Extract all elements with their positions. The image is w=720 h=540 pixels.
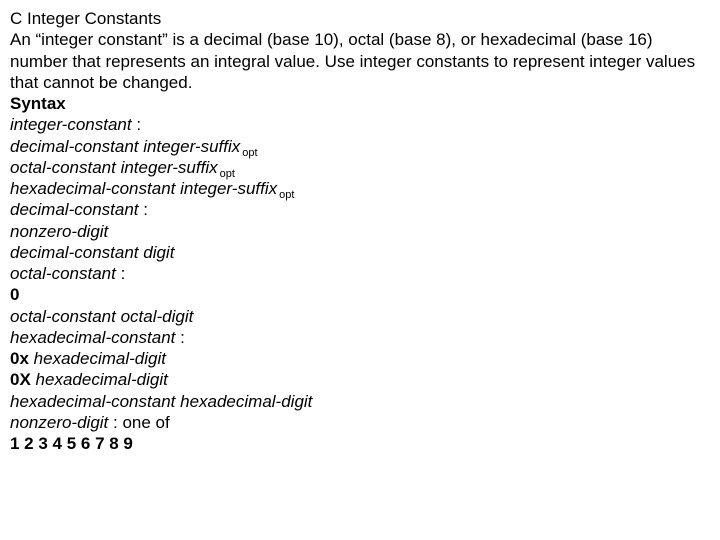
- colon-2: :: [139, 200, 148, 219]
- one-of-text: one of: [122, 413, 169, 432]
- nt-integer-suffix: integer-suffix: [143, 137, 240, 156]
- lit-x-upper: X: [19, 370, 30, 389]
- nt-decimal-constant-2: decimal-constant: [10, 200, 139, 219]
- grammar-octal-octal-digit: octal-constant octal-digit: [10, 306, 710, 327]
- colon-4: :: [175, 328, 184, 347]
- syntax-heading: Syntax: [10, 93, 710, 114]
- nt-octal-digit: octal-digit: [121, 307, 194, 326]
- nt-octal-constant: octal-constant: [10, 158, 116, 177]
- grammar-octal-alt: octal-constant integer-suffixopt: [10, 157, 710, 178]
- nt-decimal-constant-3: decimal-constant: [10, 243, 139, 262]
- opt-sub-2: opt: [218, 168, 235, 180]
- nt-hex-digit-2: hexadecimal-digit: [36, 370, 168, 389]
- doc-title: C Integer Constants: [10, 8, 710, 29]
- nt-nonzero-digit-2: nonzero-digit: [10, 413, 108, 432]
- colon-5: :: [108, 413, 117, 432]
- grammar-digits-list: 1 2 3 4 5 6 7 8 9: [10, 433, 710, 454]
- grammar-integer-constant: integer-constant :: [10, 114, 710, 135]
- nt-integer-suffix-2: integer-suffix: [121, 158, 218, 177]
- grammar-octal-constant-rule: octal-constant :: [10, 263, 710, 284]
- grammar-nonzero-digit: nonzero-digit: [10, 221, 710, 242]
- grammar-decimal-constant-rule: decimal-constant :: [10, 199, 710, 220]
- nt-integer-constant: integer-constant: [10, 115, 132, 134]
- grammar-0x-lower: 0x hexadecimal-digit: [10, 348, 710, 369]
- nt-hexadecimal-constant-2: hexadecimal-constant: [10, 328, 175, 347]
- nt-hexadecimal-constant-3: hexadecimal-constant: [10, 392, 175, 411]
- nt-octal-constant-2: octal-constant: [10, 264, 116, 283]
- lit-x-lower: x: [19, 349, 28, 368]
- grammar-hex-hex-digit: hexadecimal-constant hexadecimal-digit: [10, 391, 710, 412]
- grammar-0x-upper: 0X hexadecimal-digit: [10, 369, 710, 390]
- nt-nonzero-digit: nonzero-digit: [10, 222, 108, 241]
- nt-integer-suffix-3: integer-suffix: [180, 179, 277, 198]
- grammar-nonzero-digit-rule: nonzero-digit : one of: [10, 412, 710, 433]
- colon-3: :: [116, 264, 125, 283]
- nt-digit: digit: [143, 243, 174, 262]
- colon: :: [132, 115, 141, 134]
- grammar-decimal-digit: decimal-constant digit: [10, 242, 710, 263]
- nt-octal-constant-3: octal-constant: [10, 307, 116, 326]
- nt-hex-digit-1: hexadecimal-digit: [34, 349, 166, 368]
- nt-decimal-constant: decimal-constant: [10, 137, 139, 156]
- opt-sub-3: opt: [277, 189, 294, 201]
- grammar-hex-constant-rule: hexadecimal-constant :: [10, 327, 710, 348]
- grammar-decimal-alt: decimal-constant integer-suffixopt: [10, 136, 710, 157]
- document-body: C Integer Constants An “integer constant…: [0, 0, 720, 462]
- nt-hexadecimal-constant: hexadecimal-constant: [10, 179, 175, 198]
- nt-hex-digit-3: hexadecimal-digit: [180, 392, 312, 411]
- grammar-hex-alt: hexadecimal-constant integer-suffixopt: [10, 178, 710, 199]
- doc-intro: An “integer constant” is a decimal (base…: [10, 29, 710, 93]
- opt-sub: opt: [240, 147, 257, 159]
- grammar-zero: 0: [10, 284, 710, 305]
